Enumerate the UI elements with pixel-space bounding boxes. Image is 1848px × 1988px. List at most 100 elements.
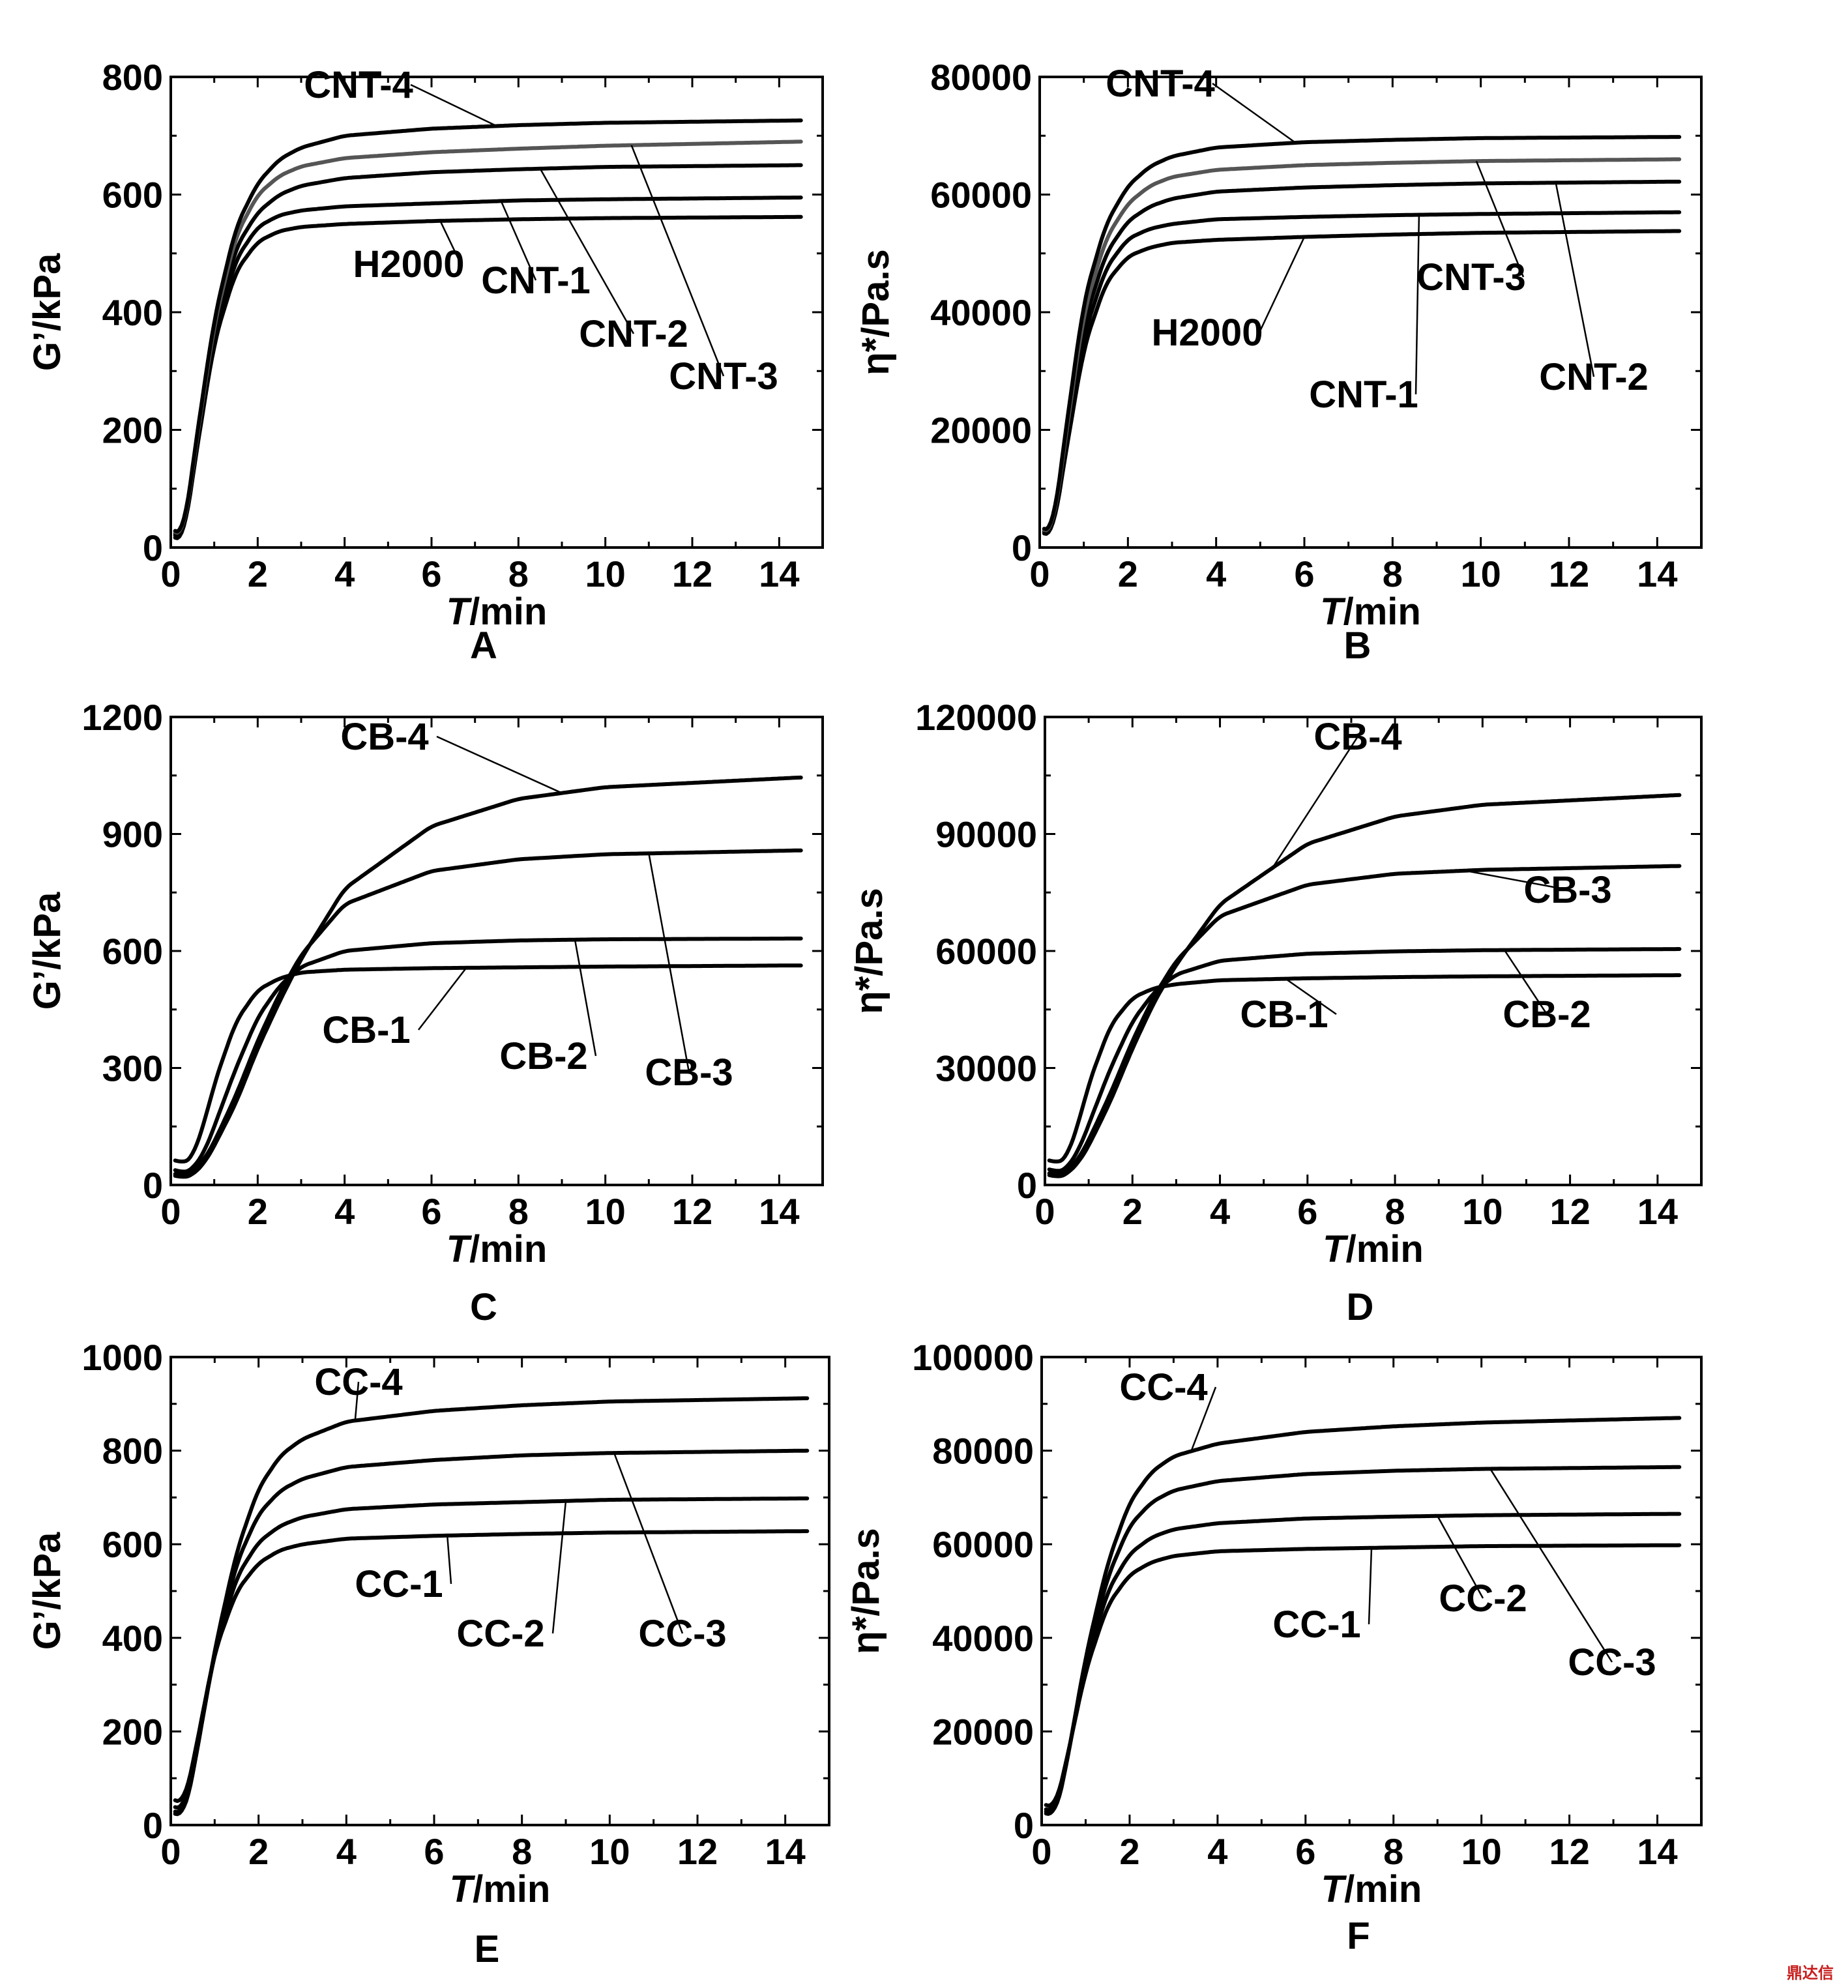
curve-label: CC-4 <box>1119 1366 1207 1409</box>
y-tick-label: 80000 <box>930 57 1032 98</box>
curve-label: CNT-1 <box>1309 373 1418 416</box>
leader-line <box>1489 1468 1613 1663</box>
series-line-CNT-4 <box>1042 135 1682 531</box>
x-axis-title: T/min <box>450 1868 551 1910</box>
series-line-CNT-1 <box>1042 210 1682 535</box>
watermark: 鼎达信 <box>1787 1964 1834 1982</box>
curve-label: CB-3 <box>1523 869 1611 911</box>
curve-label: H2000 <box>353 243 465 285</box>
y-tick-label: 30000 <box>935 1048 1037 1089</box>
leader-line <box>439 220 462 265</box>
y-axis-title: G’/kPa <box>26 253 68 371</box>
x-tick-label: 10 <box>1462 1191 1503 1232</box>
series-line-CC-2 <box>1044 1512 1682 1812</box>
x-tick-label: 6 <box>1295 1831 1315 1872</box>
series-line-CNT-1 <box>173 196 803 538</box>
y-tick-label: 40000 <box>932 1618 1034 1659</box>
panel-letter: B <box>1344 624 1371 667</box>
y-tick-label: 120000 <box>915 697 1037 738</box>
panel-letter: D <box>1347 1286 1374 1328</box>
panel-A: 0 2 4 6 8 10 12 14 0 200 400 600 800 T/min G’/kPa A CNT-… <box>26 57 824 667</box>
series-line-CB-1 <box>1047 973 1682 1163</box>
curve-label: CB-4 <box>1313 716 1401 758</box>
series-line-CC-3 <box>1044 1465 1682 1814</box>
series-line-CC-4 <box>1044 1416 1682 1816</box>
y-tick-label: 0 <box>1014 1805 1034 1846</box>
curve-label: CC-3 <box>638 1613 726 1655</box>
leader-line <box>1272 736 1359 869</box>
x-axis-title: T/min <box>447 591 548 633</box>
plot-frame <box>169 1356 830 1826</box>
x-tick-label: 4 <box>1210 1191 1230 1232</box>
y-tick-label: 200 <box>102 410 163 451</box>
curve-label: CC-3 <box>1568 1641 1656 1684</box>
series-line-CC-2 <box>173 1496 810 1810</box>
series-line-CB-2 <box>173 936 803 1174</box>
x-tick-label: 14 <box>765 1831 806 1872</box>
x-tick-label: 8 <box>512 1831 532 1872</box>
x-tick-label: 10 <box>585 1191 626 1232</box>
y-axis-title: η*/Pa.s <box>845 1528 887 1654</box>
curve-label: CB-1 <box>1240 993 1328 1036</box>
y-tick-label: 0 <box>1017 1165 1037 1206</box>
x-tick-label: 8 <box>1383 1831 1403 1872</box>
x-tick-label: 14 <box>1637 1831 1677 1872</box>
leader-line <box>410 83 497 127</box>
x-tick-label: 2 <box>1122 1191 1143 1232</box>
x-tick-label: 12 <box>1549 1191 1590 1232</box>
panel-letter: A <box>470 624 497 667</box>
leader-line <box>1415 214 1420 395</box>
y-tick-label: 800 <box>102 1431 163 1472</box>
x-tick-label: 6 <box>424 1831 444 1872</box>
x-tick-label: 6 <box>421 1191 441 1232</box>
x-axis-title: T/min <box>1323 1228 1424 1270</box>
curve-label: CNT-4 <box>1106 63 1215 105</box>
y-tick-label: 20000 <box>932 1711 1034 1752</box>
y-tick-label: 900 <box>102 814 163 855</box>
y-tick-label: 60000 <box>930 175 1032 216</box>
x-tick-label: 12 <box>1549 1831 1589 1872</box>
series-line-CB-3 <box>1047 864 1682 1177</box>
x-tick-label: 4 <box>334 553 355 594</box>
x-tick-label: 0 <box>1029 553 1049 594</box>
y-tick-label: 1200 <box>81 697 163 738</box>
curve-label: CNT-2 <box>1539 356 1649 398</box>
curve-label: CC-1 <box>1272 1603 1360 1646</box>
curve-label: CB-3 <box>645 1051 733 1094</box>
y-tick-label: 600 <box>102 931 163 972</box>
leader-line <box>1258 236 1306 333</box>
y-tick-label: 100000 <box>912 1337 1034 1378</box>
x-tick-label: 0 <box>160 1831 181 1872</box>
y-axis-title: η*/Pa.s <box>855 249 897 375</box>
y-tick-label: 0 <box>1012 527 1032 568</box>
series-line-CNT-3 <box>173 139 803 535</box>
x-tick-label: 12 <box>1549 553 1589 594</box>
curve-label: CNT-4 <box>304 64 413 106</box>
x-axis-title: T/min <box>447 1228 548 1270</box>
leader-line <box>1212 82 1297 144</box>
curve-label: CNT-2 <box>579 313 688 355</box>
y-tick-label: 60000 <box>935 931 1037 972</box>
y-axis-title: G’/kPa <box>26 1532 68 1650</box>
x-tick-label: 2 <box>248 1191 268 1232</box>
x-tick-label: 6 <box>1294 553 1314 594</box>
leader-line <box>436 735 563 794</box>
curve-label: CNT-1 <box>481 259 591 302</box>
panel-E: 0 2 4 6 8 10 12 14 0 200 400 600 800 1000 T/min G’/kPa E… <box>26 1337 830 1970</box>
leader-line <box>630 145 725 377</box>
y-axis-title: G’/kPa <box>26 892 68 1010</box>
leader-line <box>551 1500 567 1634</box>
x-tick-label: 14 <box>1637 1191 1678 1232</box>
series-line-CNT-3 <box>1042 157 1682 533</box>
curve-label: H2000 <box>1152 312 1263 354</box>
x-tick-label: 8 <box>508 1191 529 1232</box>
x-tick-label: 10 <box>589 1831 630 1872</box>
panel-D: 0 2 4 6 8 10 12 14 0 30000 60000 90000 120000 T/min η*… <box>848 697 1703 1328</box>
x-tick-label: 0 <box>1031 1831 1051 1872</box>
leader-line <box>1503 949 1548 1015</box>
y-tick-label: 600 <box>102 175 163 216</box>
series-line-CC-3 <box>173 1448 810 1814</box>
leader-line <box>1555 183 1595 377</box>
x-tick-label: 14 <box>759 553 799 594</box>
